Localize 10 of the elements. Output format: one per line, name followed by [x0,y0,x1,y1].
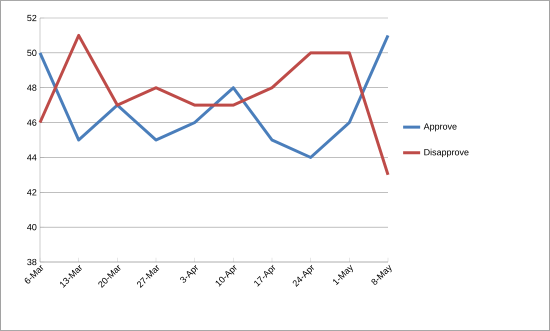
y-tick-label: 52 [27,14,36,22]
legend-label: Disapprove [424,148,469,158]
legend-label: Approve [424,123,457,132]
y-tick-label: 50 [27,50,36,56]
y-tick-label: 46 [27,119,36,126]
y-tick-label: 40 [27,224,36,230]
y-tick-label: 42 [27,189,36,196]
y-tick-label: 44 [27,154,37,161]
y-tick-label: 48 [27,84,36,91]
y-tick-label: 38 [27,258,36,266]
